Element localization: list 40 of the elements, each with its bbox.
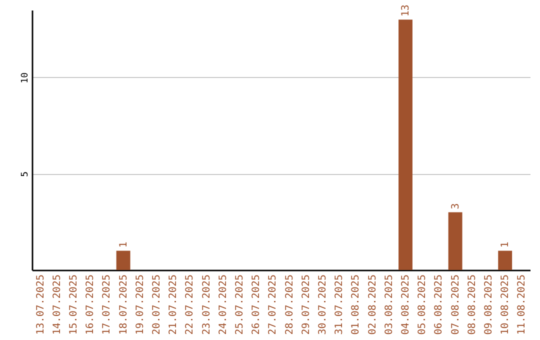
bar	[498, 250, 512, 270]
data-label: 13	[400, 4, 412, 17]
x-tick-label: 18.07.2025	[118, 274, 130, 335]
y-tick-label: 10	[20, 72, 30, 84]
x-tick-label: 03.08.2025	[384, 274, 395, 335]
x-tick-label: 01.08.2025	[350, 274, 362, 335]
x-tick-label: 22.07.2025	[184, 274, 196, 335]
x-tick-label: 06.08.2025	[434, 274, 445, 335]
x-tick-label: 09.08.2025	[484, 274, 494, 335]
y-tick-label: 5	[20, 171, 30, 177]
x-tick-label: 28.07.2025	[284, 274, 296, 335]
x-tick-label: 11.08.2025	[516, 274, 528, 335]
bar	[448, 212, 462, 270]
x-tick-label: 30.07.2025	[318, 274, 328, 335]
x-tick-label: 19.07.2025	[134, 274, 146, 335]
x-tick-label: 24.07.2025	[218, 274, 229, 335]
x-tick-label: 27.07.2025	[268, 274, 279, 335]
x-tick-label: 21.07.2025	[168, 274, 180, 335]
x-tick-label: 15.07.2025	[68, 274, 80, 335]
x-tick-label: 23.07.2025	[201, 274, 212, 335]
x-tick-label: 26.07.2025	[251, 274, 262, 335]
data-label: 1	[118, 242, 130, 248]
bar	[398, 20, 412, 270]
x-tick-label: 05.08.2025	[417, 274, 428, 335]
x-tick-label: 25.07.2025	[234, 274, 246, 335]
x-tick-label: 02.08.2025	[367, 274, 378, 335]
x-tick-label: 29.07.2025	[300, 274, 312, 335]
data-label: 3	[450, 203, 462, 210]
x-tick-label: 16.07.2025	[85, 274, 96, 335]
x-tick-label: 08.08.2025	[466, 274, 478, 335]
x-tick-label: 20.07.2025	[152, 274, 162, 335]
x-tick-label: 13.07.2025	[35, 274, 46, 335]
x-tick-label: 31.07.2025	[334, 274, 346, 335]
x-tick-label: 17.07.2025	[102, 274, 113, 335]
x-tick-label: 10.08.2025	[500, 274, 512, 335]
x-tick-label: 07.08.2025	[450, 274, 462, 335]
x-tick-label: 04.08.2025	[400, 274, 412, 335]
data-label: 1	[500, 242, 512, 248]
x-tick-label: 14.07.2025	[52, 274, 63, 335]
bar	[116, 250, 130, 270]
